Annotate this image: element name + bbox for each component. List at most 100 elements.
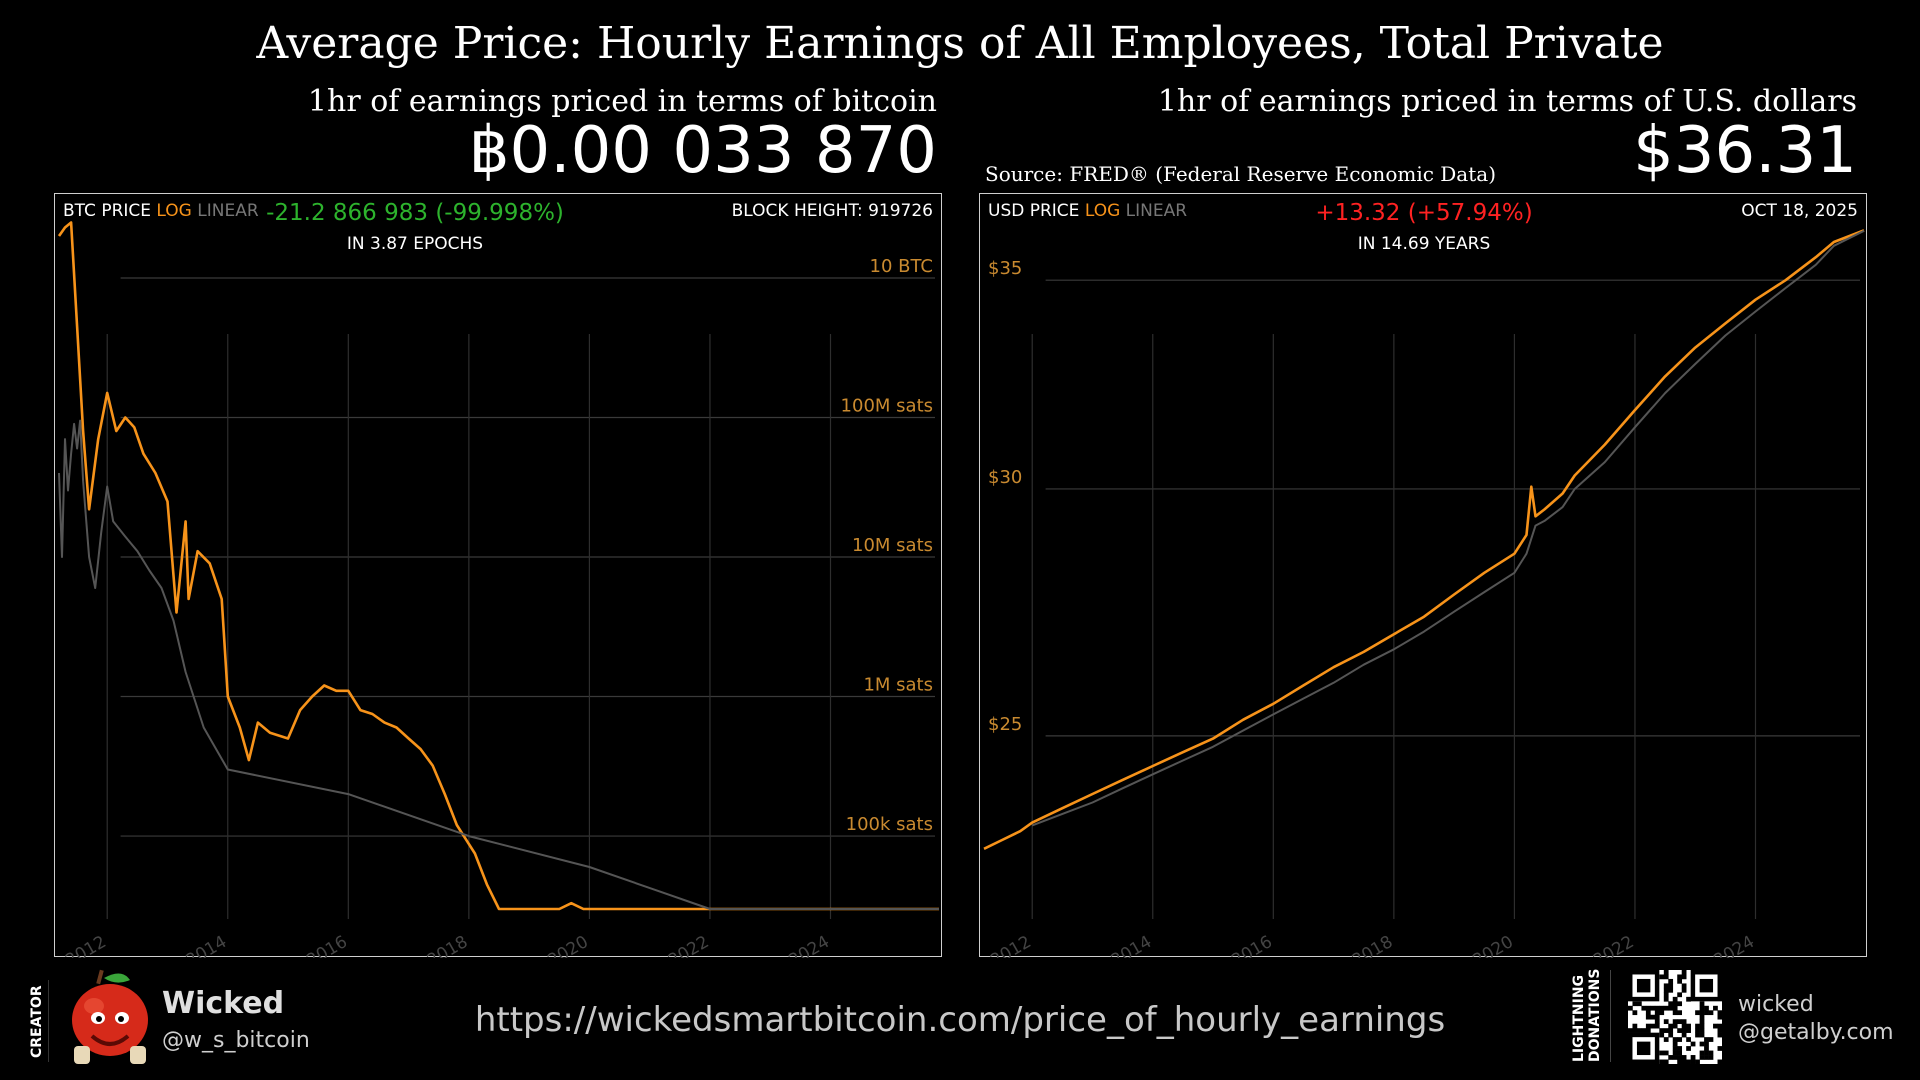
x-tick-label: 2014 <box>183 932 230 958</box>
qr-module <box>1681 1028 1687 1033</box>
qr-module <box>1672 1005 1678 1011</box>
qr-module <box>1699 1019 1705 1025</box>
qr-module <box>1654 1005 1660 1011</box>
qr-module <box>1668 983 1674 989</box>
x-tick-label: 2024 <box>786 932 833 958</box>
qr-module <box>1704 1050 1709 1056</box>
qr-module <box>1686 1037 1691 1042</box>
qr-module <box>1672 1046 1678 1051</box>
linear-toggle[interactable]: LINEAR <box>197 201 259 221</box>
qr-module <box>1668 1032 1674 1038</box>
qr-module <box>1659 1010 1665 1016</box>
qr-module <box>1628 1005 1633 1011</box>
qr-module <box>1695 1028 1700 1033</box>
x-tick-label: 2020 <box>544 932 591 958</box>
qr-module <box>1650 1014 1656 1020</box>
footer-divider <box>48 980 49 1062</box>
qr-module <box>1677 1019 1683 1025</box>
qr-module <box>1699 1001 1705 1007</box>
qr-module <box>1636 1028 1642 1033</box>
linear-series-line <box>1031 229 1865 827</box>
x-tick-label: 2018 <box>424 932 471 958</box>
btc-change-period: IN 3.87 EPOCHS <box>346 234 484 254</box>
qr-module <box>1636 1001 1642 1007</box>
x-tick-label: 2018 <box>1349 932 1396 958</box>
qr-module <box>1632 1001 1638 1007</box>
qr-module <box>1668 1055 1674 1060</box>
right-subtitle: 1hr of earnings priced in terms of U.S. … <box>1157 84 1857 119</box>
qr-module <box>1704 1055 1709 1060</box>
qr-module <box>1681 1055 1687 1060</box>
qr-module <box>1717 1014 1722 1020</box>
qr-finder-core <box>1636 1041 1651 1056</box>
qr-module <box>1668 987 1674 993</box>
qr-module <box>1672 1001 1678 1007</box>
qr-module <box>1659 974 1665 980</box>
donation-divider <box>1610 970 1611 1062</box>
qr-module <box>1663 1037 1669 1042</box>
x-tick-label: 2016 <box>303 932 350 958</box>
qr-module <box>1686 1023 1691 1029</box>
page-title: Average Price: Hourly Earnings of All Em… <box>256 18 1664 69</box>
qr-module <box>1699 1023 1705 1029</box>
qr-module <box>1659 1032 1665 1038</box>
qr-module <box>1645 1005 1651 1011</box>
log-toggle[interactable]: LOG <box>156 201 192 221</box>
btc-price-value: ฿0.00 033 870 <box>468 114 937 188</box>
page-url-link[interactable]: https://wickedsmartbitcoin.com/price_of_… <box>474 1000 1446 1040</box>
qr-code-icon[interactable] <box>1628 970 1722 1064</box>
qr-module <box>1641 1028 1647 1033</box>
left-subtitle: 1hr of earnings priced in terms of bitco… <box>307 84 937 119</box>
qr-module <box>1695 1059 1700 1064</box>
log-series-line <box>57 221 939 911</box>
x-tick-label: 2020 <box>1469 932 1516 958</box>
usd-chart-scale-toggle: USD PRICE LOG LINEAR <box>988 201 1187 221</box>
qr-module <box>1632 1028 1638 1033</box>
qr-finder-core <box>1699 978 1714 993</box>
qr-module <box>1628 1028 1633 1033</box>
qr-module <box>1699 1050 1705 1056</box>
qr-module <box>1686 996 1691 1002</box>
block-height: BLOCK HEIGHT: 919726 <box>731 201 933 221</box>
qr-module <box>1699 1014 1705 1020</box>
apple-avatar-icon <box>72 969 148 1064</box>
qr-module <box>1708 1037 1714 1042</box>
qr-module <box>1681 1019 1687 1025</box>
qr-finder-core <box>1636 978 1651 993</box>
qr-module <box>1686 1046 1691 1051</box>
qr-module <box>1681 983 1687 989</box>
qr-module <box>1663 1019 1669 1025</box>
qr-module <box>1699 1005 1705 1011</box>
qr-module <box>1654 1010 1660 1016</box>
qr-module <box>1654 1019 1660 1025</box>
qr-module <box>1681 974 1687 980</box>
qr-module <box>1708 1050 1714 1056</box>
qr-module <box>1663 1050 1669 1056</box>
x-tick-label: 2024 <box>1711 932 1758 958</box>
lightning-domain: @getalby.com <box>1738 1020 1894 1045</box>
qr-module <box>1677 978 1683 984</box>
qr-module <box>1677 974 1683 980</box>
qr-module <box>1699 1010 1705 1016</box>
gridline-label: $35 <box>988 258 1022 279</box>
qr-module <box>1645 1023 1651 1029</box>
qr-module <box>1686 1059 1691 1064</box>
x-tick-label: 2012 <box>62 932 109 958</box>
qr-module <box>1717 1028 1722 1033</box>
x-tick-label: 2012 <box>987 932 1034 958</box>
qr-module <box>1645 1014 1651 1020</box>
qr-module <box>1663 983 1669 989</box>
qr-module <box>1641 1005 1647 1011</box>
log-toggle[interactable]: LOG <box>1084 201 1121 221</box>
qr-module <box>1668 1023 1674 1029</box>
linear-toggle[interactable]: LINEAR <box>1125 201 1188 221</box>
qr-module <box>1650 1023 1656 1029</box>
qr-module <box>1677 1055 1683 1060</box>
qr-module <box>1717 1010 1722 1016</box>
qr-module <box>1663 1059 1669 1064</box>
qr-module <box>1672 1019 1678 1025</box>
qr-module <box>1695 1010 1700 1016</box>
qr-module <box>1668 978 1674 984</box>
qr-module <box>1699 1055 1705 1060</box>
creator-handle[interactable]: @w_s_bitcoin <box>162 1028 310 1053</box>
